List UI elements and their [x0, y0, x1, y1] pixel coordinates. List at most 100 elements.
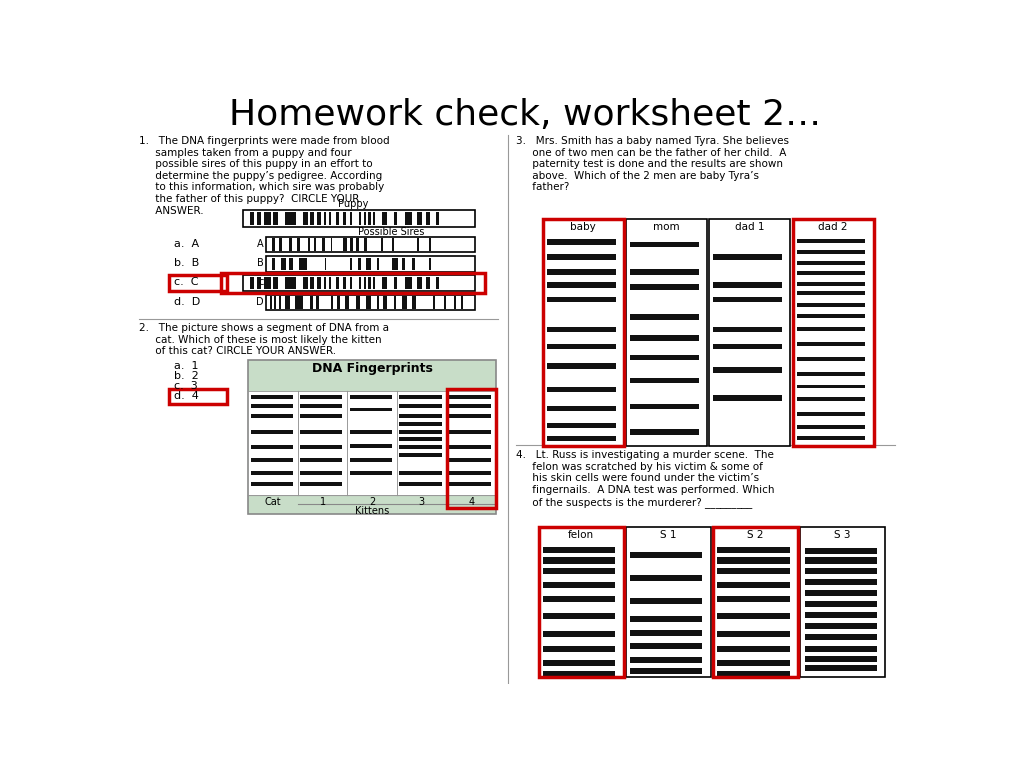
Bar [399, 430, 441, 434]
Bar [417, 238, 419, 251]
Bar [547, 297, 615, 303]
Bar [364, 277, 366, 290]
Bar [331, 238, 332, 251]
Bar [718, 596, 790, 602]
Bar [547, 282, 615, 287]
Bar [382, 277, 387, 290]
Bar [547, 240, 615, 245]
Bar [331, 296, 333, 309]
Bar [718, 660, 790, 666]
Bar [797, 327, 865, 331]
Bar [399, 395, 441, 399]
Bar [797, 314, 865, 318]
Bar [630, 404, 698, 409]
Text: D: D [256, 296, 263, 306]
Bar [345, 296, 348, 309]
Text: Cat: Cat [264, 497, 282, 507]
Bar [399, 437, 441, 441]
Bar [394, 211, 397, 225]
Text: Possible Sires: Possible Sires [358, 227, 425, 237]
Bar [630, 598, 702, 604]
Bar [714, 396, 782, 401]
Bar [266, 237, 475, 253]
Text: felon: felon [568, 529, 594, 539]
Bar [359, 277, 361, 290]
Bar [391, 258, 397, 270]
Bar [300, 445, 342, 449]
Bar [289, 258, 293, 270]
Bar [630, 378, 698, 383]
Bar [274, 296, 276, 309]
Bar [397, 391, 446, 495]
Bar [714, 297, 782, 303]
Bar [543, 582, 615, 588]
Bar [797, 303, 865, 307]
Bar [630, 429, 698, 435]
Text: Homework check, worksheet 2…: Homework check, worksheet 2… [228, 98, 821, 132]
Bar [337, 296, 340, 309]
Bar [308, 238, 310, 251]
Bar [805, 590, 877, 596]
Bar [285, 296, 290, 309]
Bar [373, 277, 375, 290]
Bar [273, 211, 278, 225]
Bar [343, 238, 346, 251]
Bar [630, 630, 702, 636]
Bar [316, 296, 319, 309]
Bar [547, 344, 615, 349]
Bar [805, 656, 877, 662]
Bar [797, 240, 865, 243]
Bar [285, 277, 296, 290]
Bar [356, 296, 360, 309]
Bar [314, 238, 316, 251]
Bar [399, 414, 441, 418]
Text: c: c [258, 277, 263, 287]
Bar [324, 277, 327, 290]
Bar [449, 471, 492, 475]
Text: dad 2: dad 2 [818, 221, 848, 231]
Bar [251, 482, 293, 486]
Text: 2: 2 [369, 497, 375, 507]
Bar [402, 296, 408, 309]
Bar [317, 211, 321, 225]
Bar [350, 395, 392, 399]
Bar [279, 296, 281, 309]
Bar [547, 406, 615, 411]
Bar [805, 548, 877, 554]
Bar [714, 344, 782, 349]
Bar [300, 405, 342, 409]
Bar [547, 327, 615, 333]
Bar [449, 430, 492, 434]
Bar [399, 471, 441, 475]
Bar [797, 250, 865, 254]
Bar [382, 211, 387, 225]
Bar [793, 219, 873, 446]
Bar [417, 211, 422, 225]
Bar [805, 601, 877, 607]
Bar [377, 258, 379, 270]
Bar [630, 242, 698, 247]
Bar [630, 644, 702, 650]
Bar [543, 219, 624, 446]
Text: 1: 1 [319, 497, 326, 507]
Bar [718, 547, 790, 553]
Bar [329, 277, 331, 290]
Bar [797, 282, 865, 286]
Bar [349, 238, 353, 251]
Bar [324, 211, 327, 225]
Bar [281, 258, 286, 270]
Bar [718, 558, 790, 564]
Bar [325, 258, 327, 270]
Bar [543, 558, 615, 564]
Bar [413, 296, 416, 309]
Bar [298, 391, 347, 495]
Text: c.  3: c. 3 [174, 380, 199, 391]
Bar [718, 670, 790, 677]
Bar [461, 296, 463, 309]
Text: 2.   The picture shows a segment of DNA from a
     cat. Which of these is most : 2. The picture shows a segment of DNA fr… [139, 323, 389, 356]
Bar [435, 277, 439, 290]
Bar [543, 660, 615, 666]
Bar [272, 238, 275, 251]
Bar [543, 614, 615, 620]
Bar [626, 219, 707, 446]
